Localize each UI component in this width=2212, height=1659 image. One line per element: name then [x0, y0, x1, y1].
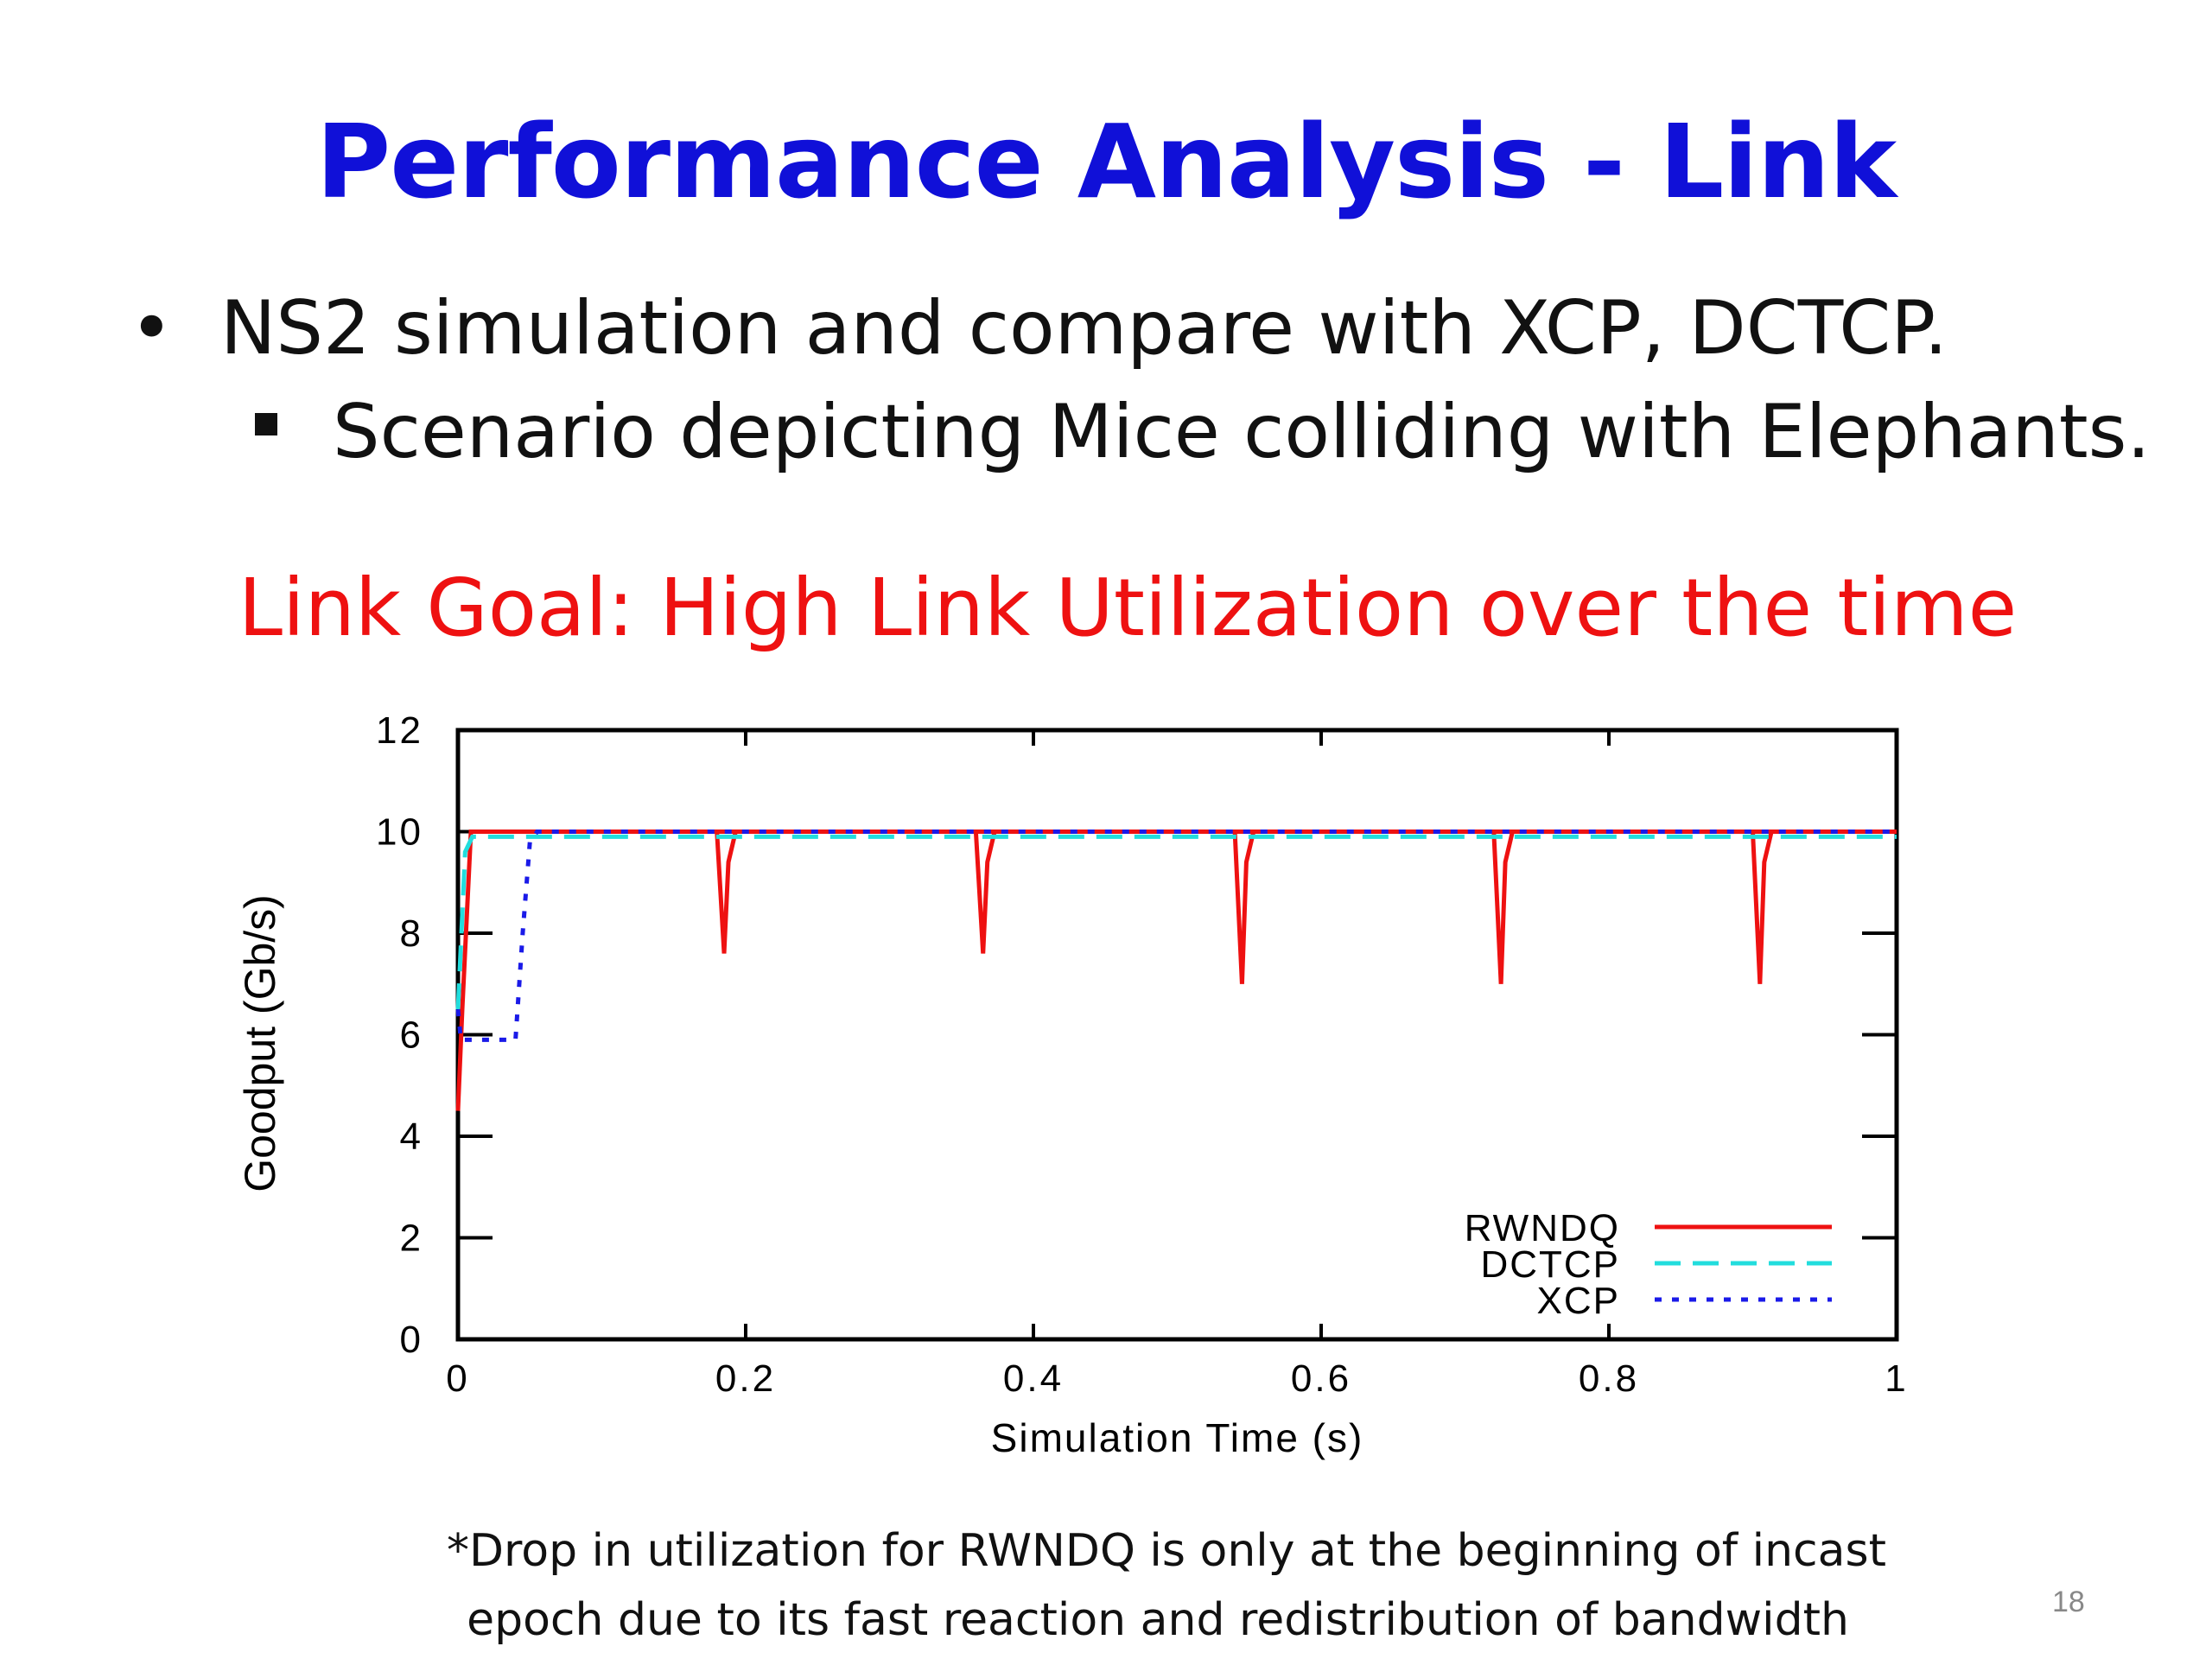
legend-label: XCP: [1537, 1280, 1620, 1322]
bullet-text: NS2 simulation and compare with XCP, DCT…: [220, 285, 1948, 372]
footnote-line-1: *Drop in utilization for RWNDQ is only a…: [447, 1525, 1886, 1577]
y-tick-label: 6: [400, 1014, 423, 1057]
slide-title: Performance Analysis - Link: [315, 102, 1897, 221]
x-tick-label: 0.4: [1003, 1357, 1064, 1400]
y-tick-label: 4: [400, 1116, 423, 1158]
y-tick-label: 0: [400, 1319, 423, 1361]
legend-label: DCTCP: [1480, 1243, 1620, 1286]
x-tick-label: 1: [1885, 1357, 1908, 1400]
x-tick-label: 0.8: [1579, 1357, 1639, 1400]
y-tick-label: 12: [376, 709, 423, 752]
link-goal-heading: Link Goal: High Link Utilization over th…: [238, 562, 2018, 654]
goodput-chart: 0 0.2 0.4 0.6 0.8 1 0 2 4 6 8 10 12 Simulation Time (…: [236, 709, 1908, 1460]
x-axis-label: Simulation Time (s): [991, 1415, 1364, 1460]
bullet-marker: •: [130, 285, 174, 372]
x-tick-label: 0.6: [1291, 1357, 1351, 1400]
series-line-rwndq: [455, 830, 1897, 1111]
y-axis-label: Goodput (Gb/s): [236, 894, 284, 1192]
series-line-xcp: [455, 830, 1897, 1042]
plot-frame: [455, 728, 1899, 1342]
y-tick-label: 10: [376, 811, 423, 854]
footnote-line-2: epoch due to its fast reaction and redis…: [467, 1594, 1849, 1646]
x-tick-label: 0: [446, 1357, 469, 1400]
x-tick-label: 0.2: [715, 1357, 776, 1400]
y-tick-label: 8: [400, 912, 423, 955]
square-bullet-icon: [255, 413, 277, 435]
sub-bullet-text: Scenario depicting Mice colliding with E…: [333, 389, 2151, 475]
y-tick-label: 2: [400, 1217, 423, 1260]
legend-label: RWNDQ: [1465, 1207, 1620, 1249]
series-line-dctcp: [455, 834, 1897, 1010]
slide-number: 18: [2052, 1586, 2085, 1618]
